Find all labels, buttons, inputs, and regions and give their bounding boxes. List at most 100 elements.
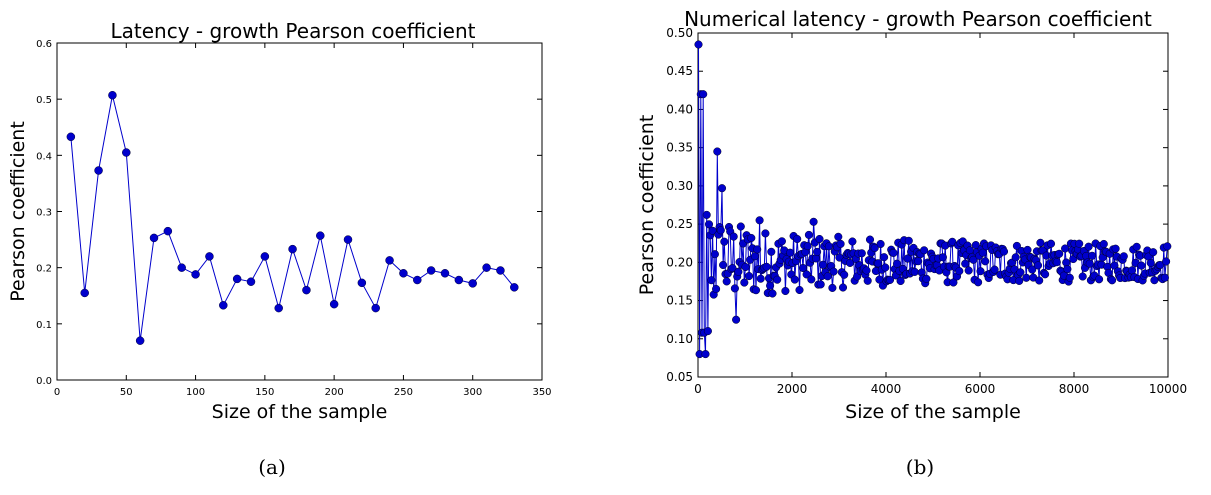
data-point — [274, 303, 283, 313]
y-tick-label: 0.6 — [36, 39, 52, 50]
data-points — [694, 40, 1172, 359]
data-point — [1099, 239, 1108, 249]
data-point — [829, 267, 838, 276]
data-point — [786, 248, 795, 257]
data-point — [1036, 238, 1045, 247]
y-tick-label: 0.05 — [666, 370, 693, 384]
data-point — [1035, 276, 1044, 285]
data-point — [1150, 276, 1159, 285]
data-point — [740, 278, 749, 287]
data-point — [440, 269, 450, 278]
data-point — [766, 281, 775, 290]
data-point — [163, 226, 173, 236]
data-point — [1149, 248, 1158, 257]
data-point — [990, 265, 999, 274]
data-point — [219, 301, 228, 310]
series-line — [698, 44, 1168, 355]
data-point — [329, 299, 339, 309]
data-point — [1063, 265, 1072, 274]
data-point — [712, 284, 721, 294]
y-tick-label: 0.50 — [666, 26, 693, 40]
data-point — [1119, 252, 1128, 261]
data-point — [840, 270, 849, 279]
data-point — [938, 253, 947, 262]
data-point — [1108, 276, 1117, 285]
data-point — [818, 260, 828, 269]
data-point — [710, 250, 719, 259]
x-tick-label: 350 — [532, 387, 551, 398]
data-point — [753, 245, 762, 254]
data-point — [1146, 258, 1155, 268]
data-point — [1012, 241, 1021, 250]
data-point — [246, 277, 256, 286]
data-point — [343, 235, 353, 244]
x-tick-label: 0 — [54, 387, 60, 398]
data-point — [1023, 245, 1032, 254]
x-tick-label: 8000 — [1059, 382, 1090, 396]
data-point — [260, 252, 270, 261]
y-tick-label: 0.35 — [666, 141, 693, 155]
y-tick-label: 0.3 — [36, 208, 52, 219]
data-point — [889, 248, 898, 257]
data-point — [708, 226, 717, 235]
data-point — [149, 233, 159, 243]
data-point — [371, 303, 380, 313]
plot-frame — [697, 32, 1169, 378]
data-point — [704, 220, 714, 229]
data-point — [976, 267, 985, 276]
data-point — [857, 249, 866, 258]
data-point — [974, 278, 983, 287]
data-point — [232, 274, 242, 284]
y-tick-label: 0.40 — [666, 102, 693, 116]
x-tick-label: 0 — [694, 382, 702, 396]
chart-title: Latency - growth Pearson coefficient — [111, 19, 476, 43]
data-point — [1085, 259, 1094, 268]
data-point — [1041, 270, 1050, 279]
y-axis-label: Pearson coefficient — [636, 115, 658, 296]
data-point — [288, 244, 297, 254]
data-point — [750, 252, 759, 261]
data-point — [838, 283, 848, 292]
data-point — [80, 288, 89, 298]
data-point — [969, 255, 978, 264]
y-tick-label: 0.10 — [666, 332, 693, 346]
data-point — [910, 267, 919, 276]
caption-b: (b) — [905, 455, 935, 479]
data-point — [804, 230, 813, 239]
data-point — [1065, 273, 1074, 282]
x-tick-label: 6000 — [965, 382, 996, 396]
data-point — [999, 247, 1009, 256]
data-point — [904, 236, 913, 245]
y-tick-label: 0.4 — [36, 151, 52, 162]
data-point — [809, 217, 818, 226]
x-tick-label: 250 — [394, 387, 413, 398]
data-point — [767, 247, 776, 256]
data-point — [510, 283, 519, 292]
data-point — [732, 315, 741, 324]
y-axis-label: Pearson coefficient — [7, 121, 29, 302]
data-point — [729, 232, 738, 241]
data-point — [880, 253, 889, 262]
data-point — [755, 216, 764, 225]
data-point — [699, 90, 708, 99]
data-point — [836, 239, 845, 248]
data-point — [426, 266, 436, 275]
data-point — [885, 275, 895, 284]
data-point — [793, 234, 802, 244]
x-tick-label: 100 — [186, 387, 205, 398]
data-point — [741, 262, 750, 272]
data-point — [828, 283, 837, 292]
data-point — [815, 234, 824, 244]
data-point — [719, 260, 728, 270]
data-point — [790, 275, 799, 284]
data-point — [496, 266, 505, 275]
y-tick-label: 0.5 — [36, 95, 52, 106]
data-point — [751, 286, 761, 295]
data-point — [1095, 275, 1104, 284]
data-point — [302, 285, 311, 295]
data-point — [876, 239, 885, 249]
data-point — [773, 275, 782, 284]
data-point — [914, 257, 923, 266]
data-point — [965, 246, 974, 255]
data-point — [357, 278, 367, 288]
